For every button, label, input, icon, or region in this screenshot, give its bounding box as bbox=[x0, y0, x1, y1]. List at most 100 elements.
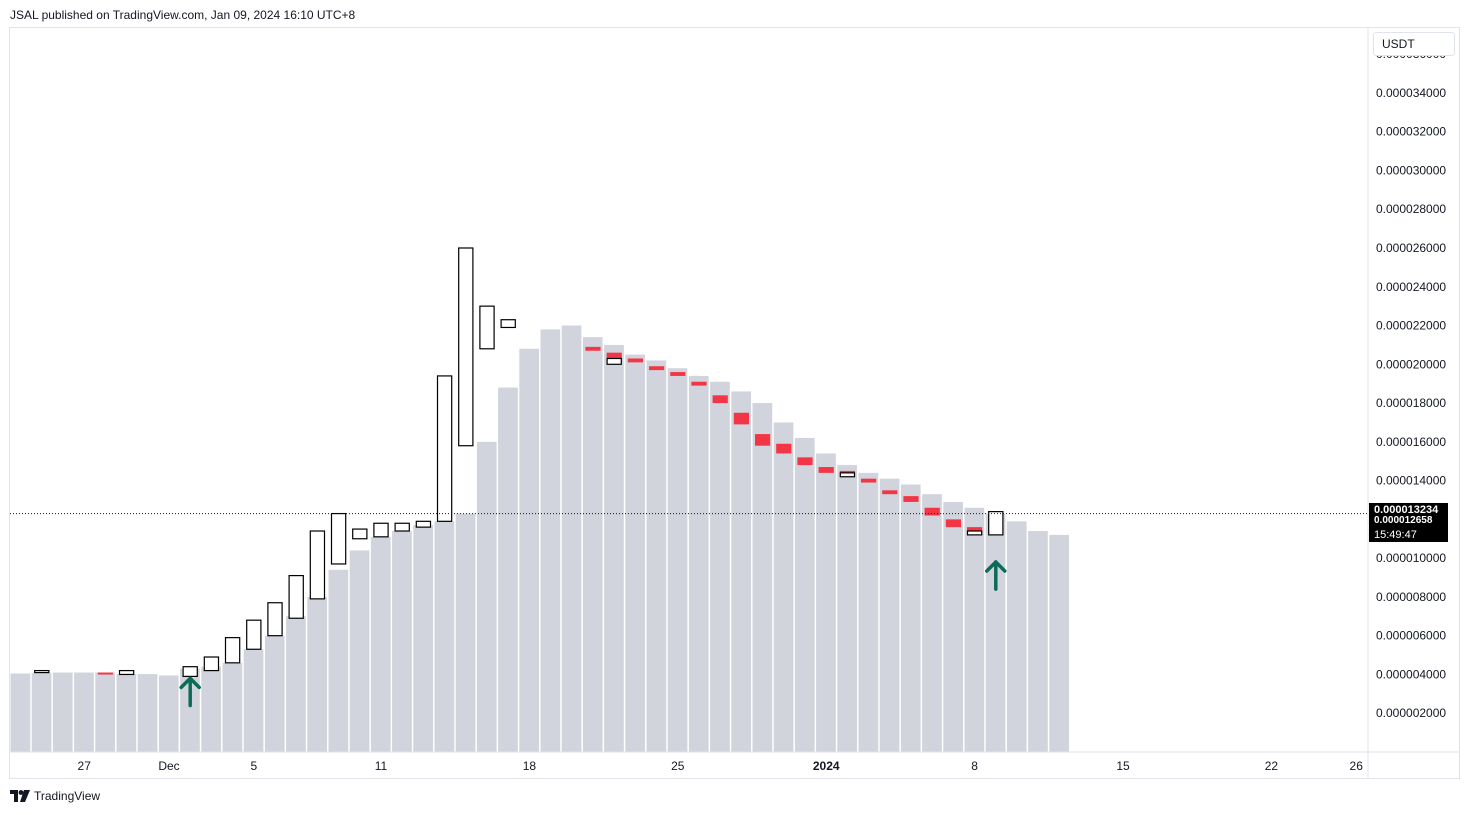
area-bar bbox=[286, 616, 306, 752]
candle-up bbox=[246, 619, 262, 650]
x-tick-label: 26 bbox=[1350, 759, 1364, 773]
area-bar bbox=[943, 501, 963, 752]
candle-up bbox=[606, 357, 622, 365]
area-bar bbox=[307, 596, 327, 752]
area-bar bbox=[498, 387, 518, 752]
y-tick-label: 0.000032000 bbox=[1376, 125, 1446, 139]
x-tick-label: 5 bbox=[250, 759, 257, 773]
area-bar bbox=[349, 550, 370, 752]
area-bar bbox=[519, 348, 539, 752]
candle-down bbox=[861, 478, 877, 483]
y-tick-label: 0.000006000 bbox=[1376, 629, 1446, 643]
area-bar bbox=[455, 513, 476, 752]
area-bar bbox=[116, 674, 137, 752]
area-bar bbox=[582, 337, 603, 752]
candle-down bbox=[903, 496, 919, 502]
x-tick-label: 22 bbox=[1265, 759, 1279, 773]
candle-down bbox=[670, 372, 686, 376]
area-bar bbox=[1028, 531, 1048, 752]
area-bar bbox=[158, 675, 179, 752]
candle-up bbox=[309, 530, 326, 600]
area-bar bbox=[879, 478, 900, 752]
y-tick-label: 0.000014000 bbox=[1376, 474, 1446, 488]
y-tick-label: 0.000034000 bbox=[1376, 86, 1446, 100]
candle-up bbox=[373, 522, 389, 538]
arrow-annotations bbox=[179, 560, 1007, 708]
candle-down bbox=[585, 346, 601, 351]
candle-up bbox=[224, 637, 241, 664]
tradingview-logo-icon bbox=[10, 790, 30, 802]
candle-down bbox=[712, 395, 728, 404]
candle-up bbox=[966, 530, 983, 536]
area-bar bbox=[10, 673, 31, 752]
candle-down bbox=[924, 507, 940, 516]
area-bar bbox=[222, 662, 243, 752]
area-bar bbox=[31, 672, 52, 752]
area-bar bbox=[264, 635, 285, 752]
x-tick-label: 8 bbox=[971, 759, 978, 773]
area-bar bbox=[74, 672, 94, 752]
area-bar bbox=[392, 531, 412, 752]
candle-down bbox=[606, 352, 622, 359]
area-bar bbox=[1049, 534, 1069, 752]
candle-down bbox=[755, 434, 771, 446]
area-bar bbox=[710, 381, 730, 752]
candle-down bbox=[649, 366, 665, 371]
area-bar bbox=[180, 668, 200, 752]
y-tick-label: 0.000018000 bbox=[1376, 396, 1446, 410]
candle-up bbox=[352, 528, 368, 540]
x-tick-label: 11 bbox=[375, 759, 388, 773]
x-tick-label: 2024 bbox=[813, 759, 840, 773]
candle-up bbox=[394, 522, 410, 532]
tradingview-logo[interactable]: TradingView bbox=[10, 789, 100, 803]
chart-area[interactable] bbox=[9, 27, 1460, 779]
publish-info: JSAL published on TradingView.com, Jan 0… bbox=[10, 8, 356, 22]
y-tick-label: 0.000010000 bbox=[1376, 551, 1446, 565]
candle-down bbox=[945, 519, 961, 528]
area-bar bbox=[794, 437, 815, 752]
candle-up bbox=[988, 511, 1004, 536]
y-tick-label: 0.000022000 bbox=[1376, 319, 1446, 333]
candle-up bbox=[839, 472, 856, 478]
candle-series bbox=[34, 247, 1004, 677]
area-bar bbox=[476, 441, 497, 752]
candle-up bbox=[118, 669, 135, 676]
area-bar bbox=[922, 494, 942, 752]
area-bar bbox=[837, 465, 857, 752]
countdown-tag: 15:49:47 bbox=[1369, 528, 1448, 542]
x-tick-label: 25 bbox=[671, 759, 685, 773]
candle-down bbox=[882, 490, 898, 495]
area-bar bbox=[773, 422, 794, 752]
y-tick-label: 0.000028000 bbox=[1376, 202, 1446, 216]
candle-down bbox=[776, 443, 792, 454]
y-tick-label: 0.000002000 bbox=[1376, 706, 1446, 720]
candle-down bbox=[797, 457, 813, 466]
y-tick-label: 0.000004000 bbox=[1376, 667, 1446, 681]
last-price-tag: 0.000013234 bbox=[1369, 503, 1448, 517]
candle-up bbox=[330, 512, 347, 565]
y-tick-label: 0.000026000 bbox=[1376, 241, 1446, 255]
area-bar bbox=[964, 507, 985, 752]
y-tick-label: 0.000008000 bbox=[1376, 590, 1446, 604]
currency-selector[interactable]: USDT bbox=[1373, 32, 1455, 56]
area-bar bbox=[95, 672, 115, 752]
area-bar bbox=[646, 360, 667, 752]
area-bar bbox=[985, 513, 1006, 752]
candle-up bbox=[267, 602, 283, 637]
candle-down bbox=[733, 412, 749, 425]
area-bar bbox=[731, 391, 751, 752]
area-bar bbox=[561, 325, 582, 752]
area-bar bbox=[816, 453, 836, 752]
arrow-up-icon bbox=[985, 560, 1007, 591]
area-bar bbox=[858, 472, 879, 752]
area-bar bbox=[667, 368, 688, 752]
y-tick-label: 0.000024000 bbox=[1376, 280, 1446, 294]
candle-up bbox=[288, 574, 304, 619]
area-series bbox=[10, 325, 1069, 752]
area-bar bbox=[434, 521, 455, 752]
x-axis-ticks: 27 Dec 5 11 18 25 2024 8 15 22 26 bbox=[78, 759, 1364, 773]
area-bar bbox=[52, 672, 73, 752]
candle-down bbox=[691, 381, 707, 386]
y-tick-label: 0.000030000 bbox=[1376, 163, 1446, 177]
